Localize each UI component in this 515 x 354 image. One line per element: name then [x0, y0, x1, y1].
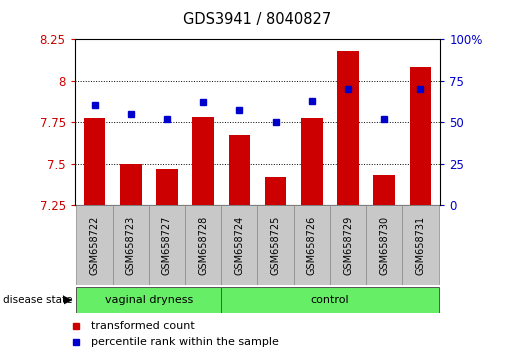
Bar — [330, 205, 366, 285]
Bar — [265, 177, 286, 205]
Bar — [221, 287, 438, 313]
Text: transformed count: transformed count — [92, 321, 195, 331]
Bar — [258, 205, 294, 285]
Bar — [120, 164, 142, 205]
Text: percentile rank within the sample: percentile rank within the sample — [92, 337, 279, 347]
Bar — [149, 205, 185, 285]
Text: GSM658723: GSM658723 — [126, 216, 136, 275]
Bar — [192, 117, 214, 205]
Text: control: control — [311, 295, 349, 305]
Bar — [229, 136, 250, 205]
Text: ▶: ▶ — [64, 295, 73, 305]
Bar — [402, 205, 438, 285]
Bar — [113, 205, 149, 285]
Bar — [294, 205, 330, 285]
Text: GSM658726: GSM658726 — [307, 216, 317, 275]
Bar — [156, 169, 178, 205]
Text: GSM658728: GSM658728 — [198, 216, 208, 275]
Text: GSM658724: GSM658724 — [234, 216, 245, 275]
Text: GSM658727: GSM658727 — [162, 216, 172, 275]
Text: vaginal dryness: vaginal dryness — [105, 295, 193, 305]
Text: GSM658729: GSM658729 — [343, 216, 353, 275]
Bar — [337, 51, 359, 205]
Bar — [301, 118, 323, 205]
Bar — [221, 205, 258, 285]
Text: GSM658731: GSM658731 — [416, 216, 425, 275]
Bar — [77, 287, 221, 313]
Bar — [409, 67, 431, 205]
Text: GSM658730: GSM658730 — [379, 216, 389, 275]
Bar — [373, 175, 395, 205]
Text: GDS3941 / 8040827: GDS3941 / 8040827 — [183, 12, 332, 27]
Text: GSM658722: GSM658722 — [90, 216, 99, 275]
Bar — [185, 205, 221, 285]
Text: disease state: disease state — [3, 295, 72, 305]
Bar — [77, 205, 113, 285]
Bar — [366, 205, 402, 285]
Text: GSM658725: GSM658725 — [270, 216, 281, 275]
Bar — [84, 118, 106, 205]
